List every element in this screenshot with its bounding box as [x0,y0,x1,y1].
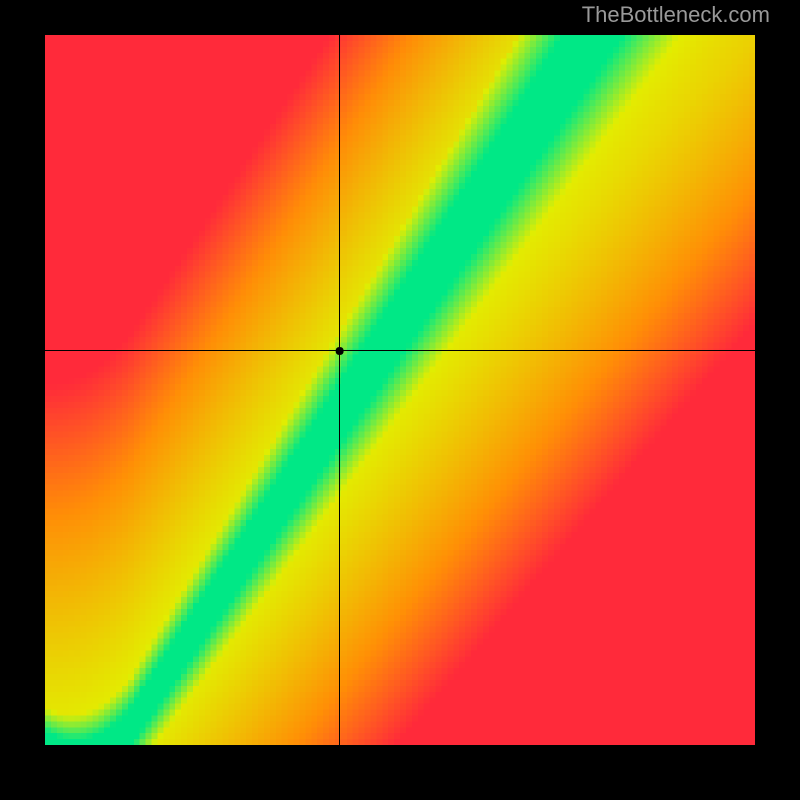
watermark-text: TheBottleneck.com [582,2,770,28]
heatmap-container [45,35,755,745]
crosshair-horizontal [45,350,755,351]
marker-dot [45,35,755,745]
crosshair-vertical [339,35,340,745]
